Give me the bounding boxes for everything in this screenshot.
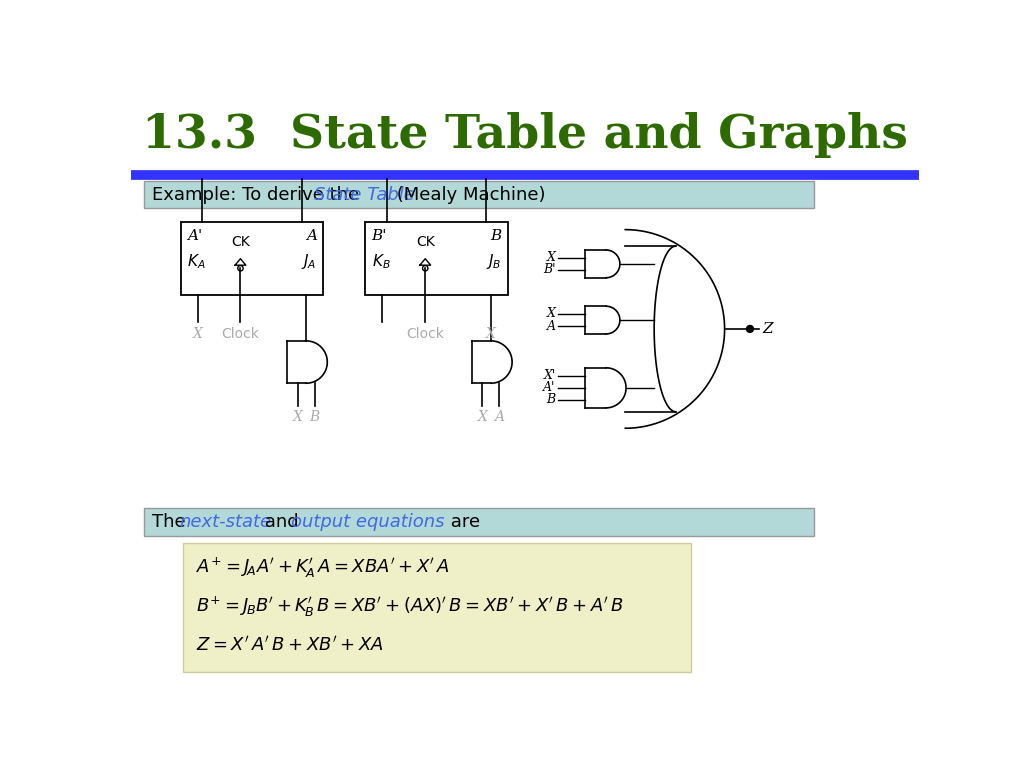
Bar	[144, 180, 814, 208]
Text: 13.3  State Table and Graphs: 13.3 State Table and Graphs	[141, 111, 908, 157]
Text: X: X	[547, 307, 556, 320]
Text: X: X	[193, 327, 203, 341]
Text: $B^{+} = J_{\!B}B' + K_{\!B}' \, B = XB' + (AX)'\,B = XB' + X'\,B + A'\,B$: $B^{+} = J_{\!B}B' + K_{\!B}' \, B = XB'…	[196, 594, 624, 619]
Text: B: B	[547, 393, 556, 406]
Text: $A^{+} = J_{\!A}A' + K_{\!A}' \, A = XBA' + X'\,A$: $A^{+} = J_{\!A}A' + K_{\!A}' \, A = XBA…	[196, 556, 450, 580]
Text: A: A	[495, 410, 505, 424]
Bar	[180, 221, 323, 295]
Text: State Table: State Table	[313, 186, 415, 204]
Text: X: X	[486, 327, 496, 341]
Text: B': B'	[372, 229, 387, 243]
Text: Example: To derive the: Example: To derive the	[153, 186, 365, 204]
Text: $J_A$: $J_A$	[301, 253, 316, 271]
Text: X': X'	[544, 369, 556, 382]
Text: $K_B$: $K_B$	[372, 253, 390, 271]
Text: CK: CK	[416, 235, 434, 249]
Text: (Mealy Machine): (Mealy Machine)	[391, 186, 546, 204]
Text: B': B'	[543, 263, 556, 276]
Text: The: The	[153, 513, 191, 531]
Text: Z: Z	[762, 322, 773, 336]
Text: X: X	[293, 410, 302, 424]
Text: CK: CK	[231, 235, 250, 249]
Text: A': A'	[543, 382, 556, 394]
Text: A: A	[547, 319, 556, 333]
Text: B: B	[309, 410, 319, 424]
Text: X: X	[547, 251, 556, 264]
Text: and: and	[259, 513, 304, 531]
Text: B: B	[490, 229, 502, 243]
Text: next-state: next-state	[179, 513, 271, 531]
Text: Clock: Clock	[221, 327, 259, 341]
Text: X: X	[477, 410, 487, 424]
Text: $K_A$: $K_A$	[186, 253, 205, 271]
Bar	[144, 508, 814, 536]
Text: A': A'	[186, 229, 202, 243]
Bar	[366, 221, 508, 295]
Circle shape	[746, 326, 754, 333]
Text: $Z = X'\,A'\,B + XB' + XA$: $Z = X'\,A'\,B + XB' + XA$	[196, 636, 384, 654]
Text: are: are	[444, 513, 480, 531]
Text: Clock: Clock	[407, 327, 444, 341]
Text: output equations: output equations	[291, 513, 444, 531]
Bar	[183, 543, 691, 672]
Text: $J_B$: $J_B$	[486, 253, 502, 271]
Text: A: A	[306, 229, 316, 243]
